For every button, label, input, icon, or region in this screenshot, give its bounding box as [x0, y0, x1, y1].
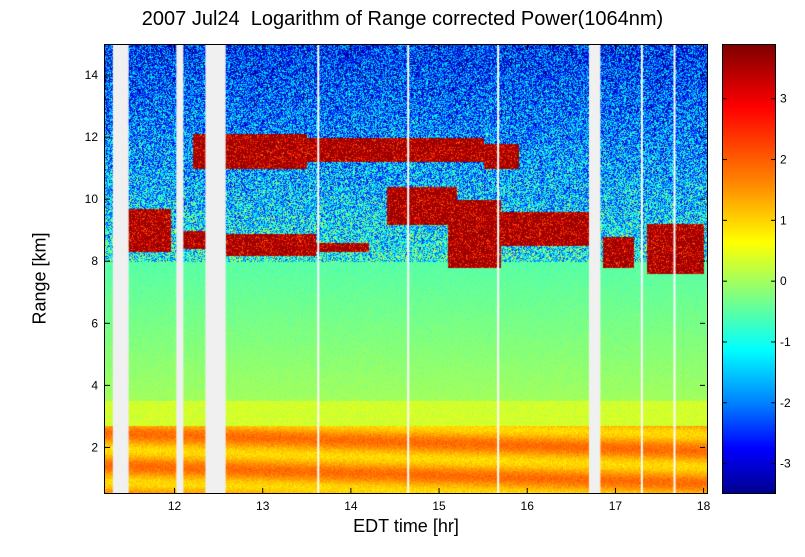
colorbar-tick-label: -3: [780, 457, 791, 471]
y-tick-label: 8: [91, 254, 98, 268]
x-tick-label: 16: [521, 499, 535, 513]
x-tick-label: 18: [697, 499, 711, 513]
y-tick-label: 6: [91, 316, 98, 330]
x-tick-label: 13: [256, 499, 270, 513]
x-axis-label: EDT time [hr]: [353, 516, 459, 536]
colorbar: [722, 44, 776, 494]
x-tick-label: 14: [344, 499, 358, 513]
y-axis-label: Range [km]: [29, 232, 50, 325]
chart-title: 2007 Jul24 Logarithm of Range corrected …: [141, 8, 664, 30]
colorbar-tick-label: 3: [780, 92, 787, 106]
colorbar-tick-label: -1: [780, 335, 791, 349]
heatmap-canvas: [104, 44, 708, 494]
colorbar-tick-label: -2: [780, 396, 791, 410]
y-tick-label: 4: [91, 378, 98, 392]
y-tick-label: 10: [85, 192, 99, 206]
colorbar-tick-label: 2: [780, 153, 787, 167]
x-tick-label: 17: [609, 499, 623, 513]
plot-area: [104, 44, 708, 494]
colorbar-tick-label: 1: [780, 213, 787, 227]
x-tick-label: 15: [432, 499, 446, 513]
colorbar-tick-label: 0: [780, 274, 787, 288]
y-tick-label: 12: [85, 130, 99, 144]
y-tick-label: 2: [91, 440, 98, 454]
x-tick-label: 12: [168, 499, 182, 513]
y-tick-label: 14: [85, 68, 99, 82]
